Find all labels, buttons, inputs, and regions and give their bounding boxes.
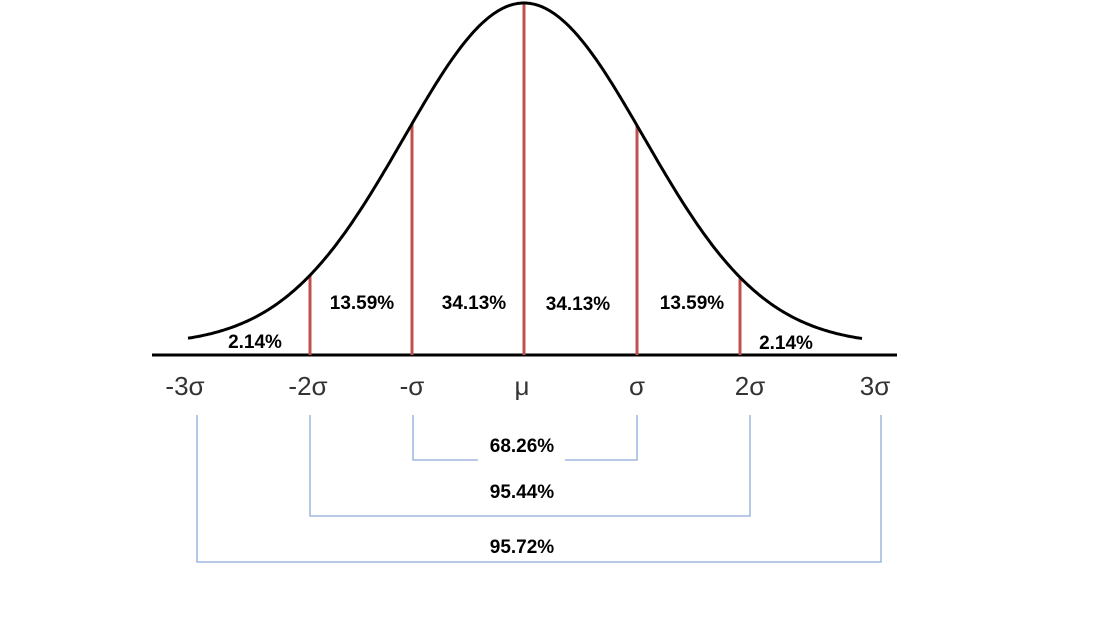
range-label: 95.72%: [490, 537, 555, 558]
axis-label: 3σ: [860, 371, 891, 401]
region-label: 13.59%: [330, 293, 395, 314]
axis-label: σ: [629, 371, 645, 401]
axis-label: -σ: [400, 371, 425, 401]
region-label: 2.14%: [228, 332, 282, 353]
axis-label: μ: [515, 371, 530, 401]
curve-group: [187, 1, 863, 355]
region-label: 2.14%: [759, 333, 813, 354]
bracket-2-sigma: [309, 415, 751, 517]
bell-curve: [187, 1, 863, 340]
region-label: 13.59%: [660, 293, 725, 314]
bracket-1-sigma: [412, 415, 638, 461]
region-label: 34.13%: [546, 294, 611, 315]
range-label: 68.26%: [490, 436, 555, 457]
axis-label: -3σ: [165, 371, 204, 401]
range-label: 95.44%: [490, 482, 555, 503]
bracket-3-sigma: [196, 415, 882, 563]
axis-label: 2σ: [735, 371, 766, 401]
axis-label: -2σ: [288, 371, 327, 401]
region-label: 34.13%: [442, 293, 507, 314]
